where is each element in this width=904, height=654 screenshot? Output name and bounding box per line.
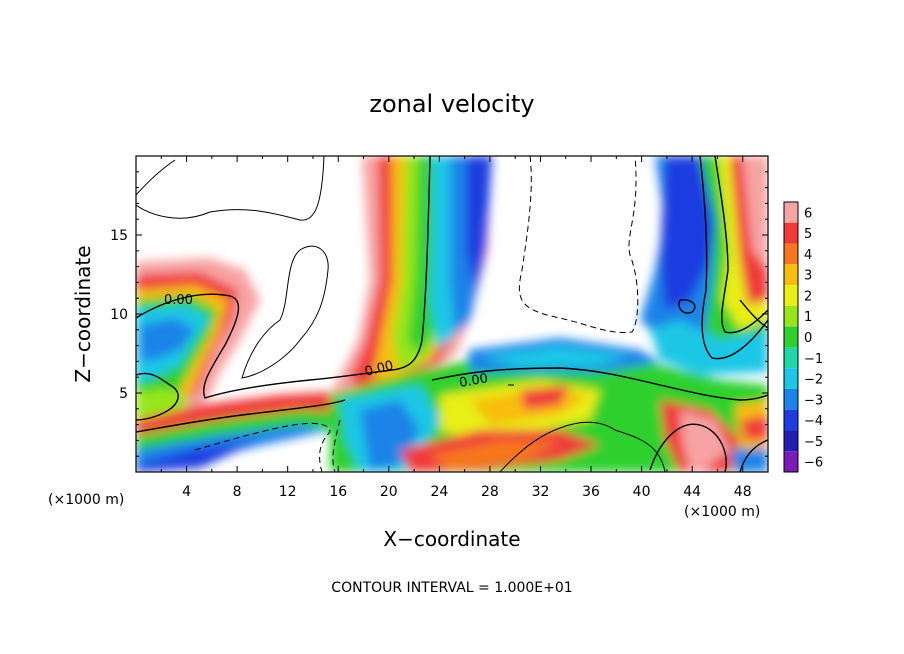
plot-field: 0.00 0.00 0.00 [136,156,768,472]
colorbar-label: −1 [804,352,823,367]
y-tick-label: 10 [110,307,128,323]
colorbar-label: −3 [804,393,823,408]
y-axis: 5 10 15 [110,171,768,457]
contour-label: 0.00 [458,371,489,391]
x-axis-label: X−coordinate [383,527,520,551]
colorbar-swatch [784,388,798,410]
colorbar: 6 5 4 3 2 1 0 −1 −2 −3 −4 −5 −6 [783,201,823,473]
colorbar-label: 6 [804,206,812,221]
colorbar-label: 4 [804,248,812,263]
colorbar-label: 3 [804,269,812,284]
x-tick-label: 20 [380,484,398,500]
colorbar-label: −4 [804,414,823,429]
colorbar-swatch [784,347,798,369]
x-axis: 4 8 12 16 20 24 28 32 36 40 44 48 [160,156,752,500]
x-tick-label: 8 [233,484,242,500]
contour-label: 0.00 [363,358,395,380]
colorbar-swatch [784,285,798,306]
colorbar-swatch [784,430,798,452]
colorbar-label: −5 [804,435,823,450]
contour-interval-note: CONTOUR INTERVAL = 1.000E+01 [331,580,572,596]
x-tick-label: 12 [279,484,297,500]
x-tick-label: 48 [734,484,752,500]
zero-contours [136,156,768,472]
colorbar-swatch [784,243,798,265]
colorbar-swatch [784,222,798,244]
colorbar-label: 1 [804,310,812,325]
x-tick-label: 4 [182,484,191,500]
y-tick-label: 5 [119,386,128,402]
colorbar-swatch [784,264,798,286]
colorbar-swatch [784,326,798,348]
x-tick-label: 32 [532,484,550,500]
y-axis-label: Z−coordinate [71,245,95,382]
x-tick-label: 36 [582,484,600,500]
x-tick-label: 40 [633,484,651,500]
colorbar-label: −6 [804,456,823,471]
colorbar-label: 5 [804,227,812,242]
x-tick-label: 24 [430,484,448,500]
colorbar-swatch [784,409,798,431]
colorbar-swatch [784,202,798,223]
colorbar-label: 0 [804,331,812,346]
x-unit-label-right: (×1000 m) [684,504,760,520]
colorbar-swatch [784,305,798,327]
colorbar-frame [783,201,799,473]
velocity-field [136,156,768,472]
colorbar-label: 2 [804,289,812,304]
x-tick-label: 44 [683,484,701,500]
x-tick-label: 28 [481,484,499,500]
colorbar-label: −2 [804,373,823,388]
y-tick-label: 15 [110,228,128,244]
contour-label: 0.00 [164,293,193,308]
colorbar-swatch [784,451,798,472]
x-unit-label-left: (×1000 m) [48,492,124,508]
x-tick-label: 16 [329,484,347,500]
chart-title: zonal velocity [369,90,534,118]
negative-contours-dashed [194,156,639,472]
colorbar-swatch [784,368,798,389]
outer-contours-solid [136,156,666,472]
